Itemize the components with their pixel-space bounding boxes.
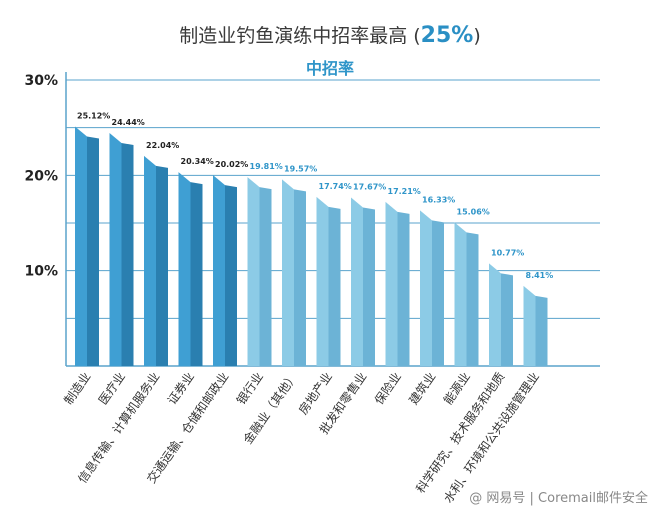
y-tick-label: 10% <box>24 264 58 280</box>
bar <box>420 210 444 366</box>
bar-side-face <box>121 143 134 366</box>
data-label: 16.33% <box>422 195 455 204</box>
bar-side-face <box>259 187 272 366</box>
bar-side-face <box>501 273 513 366</box>
x-tick-label: 能源业 <box>441 370 473 408</box>
y-tick-label: 30% <box>24 73 58 89</box>
bar <box>144 155 168 366</box>
bar-front-face <box>178 172 191 366</box>
data-label: 17.21% <box>388 187 421 196</box>
bar <box>178 172 203 366</box>
data-label: 24.44% <box>112 118 145 127</box>
data-label: 17.67% <box>353 183 386 192</box>
data-label: 25.12% <box>77 112 110 121</box>
bar-front-face <box>454 222 467 366</box>
bar <box>316 196 341 366</box>
x-tick-label: 证券业 <box>164 369 197 407</box>
bar <box>75 126 99 366</box>
bar-front-face <box>109 133 122 366</box>
bar-front-face <box>489 263 501 366</box>
bar-front-face <box>523 285 536 366</box>
bar <box>247 177 272 366</box>
bar <box>213 175 237 366</box>
x-tick-label: 建筑业 <box>406 369 439 407</box>
bar-front-face <box>351 197 363 366</box>
bar-front-face <box>420 210 432 366</box>
data-label: 15.06% <box>457 207 490 216</box>
chart-title: 制造业钓鱼演练中招率最高 (25%) <box>179 23 481 48</box>
y-tick-label: 20% <box>24 168 58 184</box>
x-tick-label: 制造业 <box>61 370 93 408</box>
bar <box>109 133 134 366</box>
bar <box>454 222 479 366</box>
data-label: 20.34% <box>181 157 214 166</box>
data-label: 19.81% <box>250 162 283 171</box>
watermark: @ 网易号 | Coremail邮件安全 <box>469 490 648 506</box>
data-label: 19.57% <box>284 164 317 173</box>
bar-side-face <box>432 220 444 366</box>
bar-front-face <box>385 201 398 366</box>
bar-side-face <box>190 182 203 366</box>
bar-front-face <box>213 175 225 366</box>
x-tick-label: 银行业 <box>234 370 266 408</box>
data-label: 20.02% <box>215 160 248 169</box>
bar-front-face <box>75 126 87 366</box>
bar-side-face <box>156 165 168 366</box>
data-label: 17.74% <box>319 182 352 191</box>
bar-layer <box>75 126 548 366</box>
bar-side-face <box>87 136 99 366</box>
bar-side-face <box>225 185 237 366</box>
bar-side-face <box>363 207 375 366</box>
bar-side-face <box>328 206 341 366</box>
bar-side-face <box>294 189 306 366</box>
bar-side-face <box>466 232 479 366</box>
bar <box>523 285 548 366</box>
bar <box>489 263 513 366</box>
bar <box>282 179 306 366</box>
bar-front-face <box>247 177 260 366</box>
data-label: 22.04% <box>146 141 179 150</box>
data-label: 8.41% <box>526 271 554 280</box>
bar <box>351 197 375 366</box>
bar <box>385 201 410 366</box>
bar-front-face <box>144 155 156 366</box>
chart-subtitle: 中招率 <box>306 59 354 78</box>
x-tick-label: 保险业 <box>371 369 404 407</box>
x-tick-label: 医疗业 <box>96 370 128 408</box>
bar-side-face <box>397 211 410 366</box>
bar-front-face <box>316 196 329 366</box>
bar-side-face <box>535 295 548 366</box>
data-label: 10.77% <box>491 248 524 257</box>
bar-front-face <box>282 179 294 366</box>
